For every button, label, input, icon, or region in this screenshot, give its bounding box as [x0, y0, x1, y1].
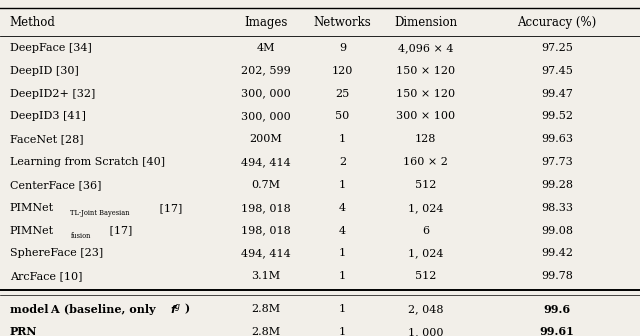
Text: Method: Method: [10, 16, 56, 29]
Text: [17]: [17]: [156, 203, 182, 213]
Text: 494, 414: 494, 414: [241, 248, 291, 258]
Text: 99.78: 99.78: [541, 271, 573, 281]
Text: DeepID2+ [32]: DeepID2+ [32]: [10, 88, 95, 98]
Text: 198, 018: 198, 018: [241, 225, 291, 236]
Text: 150 × 120: 150 × 120: [396, 88, 455, 98]
Text: 1: 1: [339, 327, 346, 336]
Text: 150 × 120: 150 × 120: [396, 66, 455, 76]
Text: 1: 1: [339, 134, 346, 144]
Text: 494, 414: 494, 414: [241, 157, 291, 167]
Text: 99.47: 99.47: [541, 88, 573, 98]
Text: 2: 2: [339, 157, 346, 167]
Text: 300 × 100: 300 × 100: [396, 111, 455, 121]
Text: 1, 024: 1, 024: [408, 203, 444, 213]
Text: 1: 1: [339, 248, 346, 258]
Text: 99.08: 99.08: [541, 225, 573, 236]
Text: Images: Images: [244, 16, 287, 29]
Text: 300, 000: 300, 000: [241, 111, 291, 121]
Text: 3.1M: 3.1M: [251, 271, 280, 281]
Text: [17]: [17]: [106, 225, 132, 236]
Text: FaceNet [28]: FaceNet [28]: [10, 134, 83, 144]
Text: A: A: [50, 304, 58, 314]
Text: 128: 128: [415, 134, 436, 144]
Text: 1, 024: 1, 024: [408, 248, 444, 258]
Text: (baseline, only: (baseline, only: [60, 304, 159, 314]
Text: 2, 048: 2, 048: [408, 304, 444, 314]
Text: SphereFace [23]: SphereFace [23]: [10, 248, 103, 258]
Text: PRN: PRN: [10, 327, 37, 336]
Text: Dimension: Dimension: [394, 16, 457, 29]
Text: Accuracy (%): Accuracy (%): [517, 16, 596, 29]
Text: ): ): [185, 304, 190, 314]
Text: 99.63: 99.63: [541, 134, 573, 144]
Text: 4,096 × 4: 4,096 × 4: [398, 43, 453, 53]
Text: 512: 512: [415, 271, 436, 281]
Text: 99.61: 99.61: [540, 327, 574, 336]
Text: 1: 1: [339, 304, 346, 314]
Text: fusion: fusion: [70, 232, 91, 240]
Text: 1, 000: 1, 000: [408, 327, 444, 336]
Text: 198, 018: 198, 018: [241, 203, 291, 213]
Text: model: model: [10, 304, 52, 314]
Text: 4M: 4M: [257, 43, 275, 53]
Text: 97.25: 97.25: [541, 43, 573, 53]
Text: DeepID3 [41]: DeepID3 [41]: [10, 111, 86, 121]
Text: 160 × 2: 160 × 2: [403, 157, 448, 167]
Text: 97.73: 97.73: [541, 157, 573, 167]
Text: 2.8M: 2.8M: [251, 304, 280, 314]
Text: 2.8M: 2.8M: [251, 327, 280, 336]
Text: 97.45: 97.45: [541, 66, 573, 76]
Text: 99.52: 99.52: [541, 111, 573, 121]
Text: 0.7M: 0.7M: [251, 180, 280, 190]
Text: 98.33: 98.33: [541, 203, 573, 213]
Text: 120: 120: [332, 66, 353, 76]
Text: 512: 512: [415, 180, 436, 190]
Text: Networks: Networks: [314, 16, 371, 29]
Text: DeepID [30]: DeepID [30]: [10, 66, 79, 76]
Text: 300, 000: 300, 000: [241, 88, 291, 98]
Text: 200M: 200M: [249, 134, 282, 144]
Text: 202, 599: 202, 599: [241, 66, 291, 76]
Text: CenterFace [36]: CenterFace [36]: [10, 180, 101, 190]
Text: 9: 9: [339, 43, 346, 53]
Text: TL-Joint Bayesian: TL-Joint Bayesian: [70, 209, 130, 217]
Text: 4: 4: [339, 225, 346, 236]
Text: 50: 50: [335, 111, 349, 121]
Text: 6: 6: [422, 225, 429, 236]
Text: Learning from Scratch [40]: Learning from Scratch [40]: [10, 157, 164, 167]
Text: PIMNet: PIMNet: [10, 225, 54, 236]
Text: 25: 25: [335, 88, 349, 98]
Text: ArcFace [10]: ArcFace [10]: [10, 271, 82, 281]
Text: 99.28: 99.28: [541, 180, 573, 190]
Text: 4: 4: [339, 203, 346, 213]
Text: PIMNet: PIMNet: [10, 203, 54, 213]
Text: $\boldsymbol{f}$$\boldsymbol{^g}$: $\boldsymbol{f}$$\boldsymbol{^g}$: [170, 302, 181, 316]
Text: 99.6: 99.6: [543, 304, 570, 314]
Text: DeepFace [34]: DeepFace [34]: [10, 43, 92, 53]
Text: 1: 1: [339, 271, 346, 281]
Text: 99.42: 99.42: [541, 248, 573, 258]
Text: 1: 1: [339, 180, 346, 190]
